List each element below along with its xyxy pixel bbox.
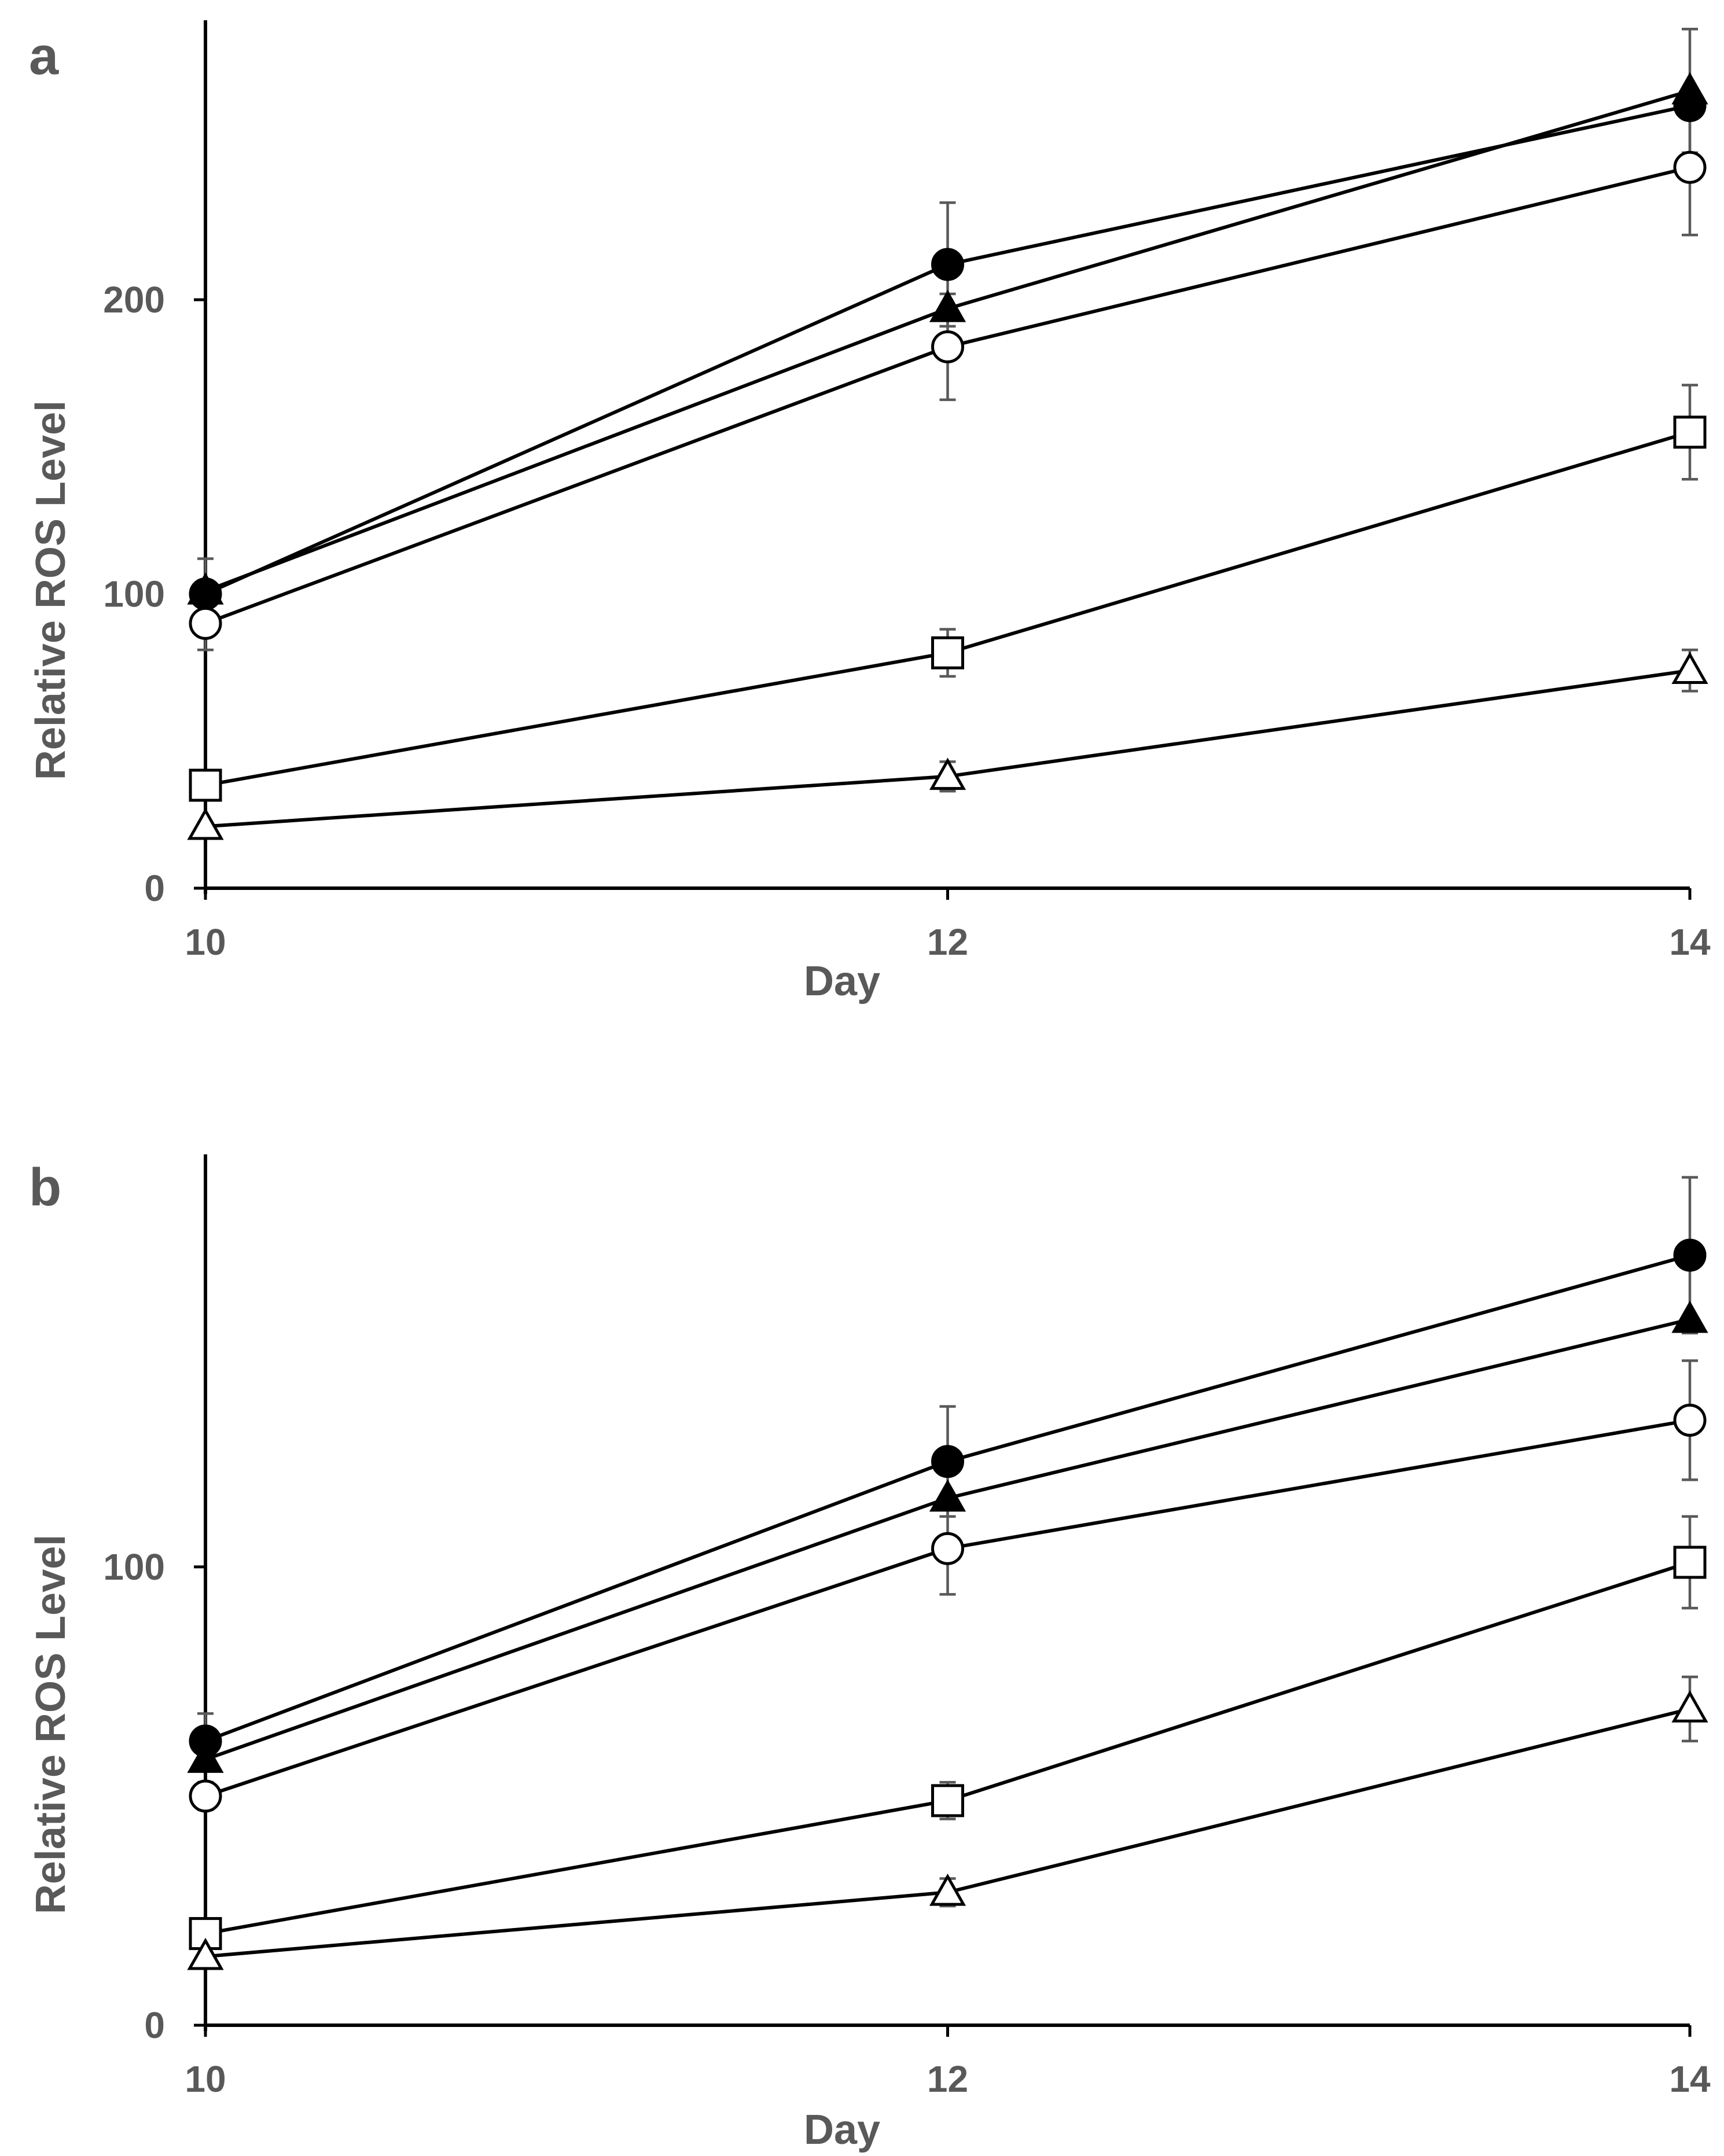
axes — [204, 20, 1690, 894]
y-tick-label: 100 — [103, 1546, 165, 1588]
x-axis-title: Day — [804, 958, 880, 1005]
x-tick-label: 12 — [927, 2058, 968, 2100]
axes — [204, 1154, 1690, 2031]
data-point-open-circle — [1673, 1403, 1707, 1437]
data-point-open-square — [1673, 1546, 1707, 1579]
panel-letter: a — [29, 27, 59, 86]
x-axis-title: Day — [804, 2107, 880, 2153]
data-point-open-triangle — [1671, 1690, 1708, 1723]
data-point-open-triangle — [929, 757, 966, 790]
data-point-open-circle — [189, 606, 222, 640]
data-point-open-circle — [189, 1779, 222, 1813]
x-tick-label: 10 — [185, 921, 226, 963]
data-point-filled-triangle — [187, 1741, 224, 1773]
data-point-open-triangle — [1671, 652, 1708, 685]
data-point-filled-triangle — [1671, 1300, 1708, 1333]
data-point-open-square — [931, 636, 964, 669]
y-axis-title: Relative ROS Level — [28, 1535, 74, 1914]
data-point-open-triangle — [187, 1937, 224, 1970]
data-point-open-square — [1673, 415, 1707, 449]
data-point-open-square — [931, 1784, 964, 1817]
data-point-filled-triangle — [1671, 72, 1708, 105]
y-tick-labels: 0 100 — [103, 1546, 165, 2046]
data-point-filled-triangle — [929, 1479, 966, 1512]
y-axis-title: Relative ROS Level — [28, 400, 74, 780]
data-markers — [187, 1238, 1708, 1970]
y-tick-labels: 0 100 200 — [103, 279, 165, 909]
data-point-open-square — [189, 768, 222, 802]
data-point-filled-circle — [931, 248, 964, 281]
data-point-open-circle — [931, 1532, 964, 1565]
x-tick-label: 14 — [1669, 2058, 1711, 2100]
data-point-open-triangle — [187, 807, 224, 840]
x-tick-label: 10 — [185, 2058, 226, 2100]
data-point-open-circle — [931, 330, 964, 363]
data-point-open-circle — [1673, 150, 1707, 184]
x-tick-labels: 10 12 14 — [185, 2058, 1711, 2100]
y-tick-label: 200 — [103, 279, 165, 321]
data-point-filled-triangle — [929, 289, 966, 322]
panel-a: a Relative ROS Level Day 10 12 14 0 100 200 — [28, 20, 1711, 1005]
x-tick-labels: 10 12 14 — [185, 921, 1711, 963]
data-point-filled-triangle — [187, 572, 224, 605]
x-tick-label: 12 — [927, 921, 968, 963]
y-tick-label: 0 — [144, 867, 165, 909]
data-point-filled-circle — [931, 1445, 964, 1478]
y-tick-label: 100 — [103, 573, 165, 615]
panel-letter: b — [29, 1158, 61, 1217]
panel-b: b Relative ROS Level Day 10 12 14 0 100 — [28, 1154, 1711, 2153]
data-point-open-triangle — [929, 1873, 966, 1906]
data-markers — [187, 72, 1708, 840]
x-tick-label: 14 — [1669, 921, 1711, 963]
data-point-filled-circle — [1673, 1238, 1707, 1272]
y-tick-label: 0 — [144, 2004, 165, 2046]
